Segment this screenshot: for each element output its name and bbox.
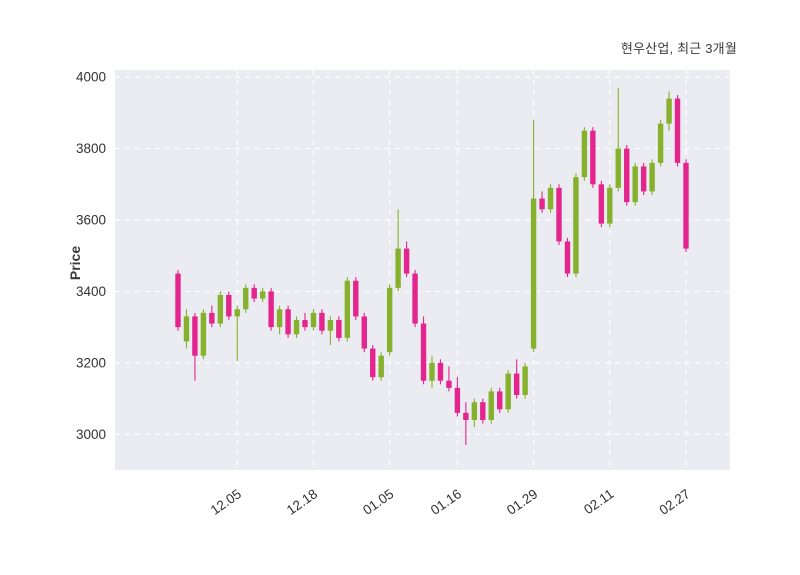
candle-body-up [259, 291, 266, 299]
candle-body-down [454, 387, 461, 413]
y-tick-label: 3000 [76, 427, 106, 442]
candle-body-down [539, 198, 545, 210]
candle-body-up [217, 295, 224, 324]
candle-body-down [412, 273, 418, 324]
candle-body-down [361, 316, 367, 349]
candle-body-up [344, 280, 351, 338]
candle-body-down [640, 166, 647, 192]
candle-body-down [403, 248, 410, 274]
candle-body-down [497, 391, 503, 410]
candle-body-up [573, 177, 579, 274]
candle-body-up [429, 362, 435, 381]
y-tick-label: 4000 [76, 70, 106, 85]
candle-body-up [615, 148, 621, 188]
chart-title: 현우산업, 최근 3개월 [620, 41, 737, 56]
candle-body-down [285, 309, 291, 335]
candle-body-up [327, 320, 334, 331]
candle-body-up [547, 187, 554, 210]
candle-body-up [378, 355, 384, 378]
candle-body-down [598, 184, 605, 224]
y-axis-label: Price [67, 245, 84, 281]
candle-body-up [657, 123, 664, 163]
y-tick-label: 3800 [76, 141, 106, 156]
candle-body-up [293, 320, 300, 335]
candle-body-up [581, 130, 588, 178]
candle-body-down [251, 287, 257, 299]
candle-body-down [209, 312, 215, 324]
candle-body-down [175, 273, 181, 328]
candle-body-up [632, 166, 638, 203]
x-tick-label: 12.05 [208, 486, 244, 518]
candle-body-down [683, 162, 689, 249]
candle-body-down [480, 402, 486, 420]
candle-body-down [624, 148, 630, 203]
candle-body-down [268, 291, 274, 328]
candle-body-up [471, 402, 478, 420]
candle-body-down [420, 323, 427, 381]
candle-body-down [437, 362, 444, 381]
candle-body-up [530, 198, 537, 349]
candle-body-up [276, 309, 283, 328]
candle-body-down [674, 98, 681, 163]
candle-body-up [183, 316, 190, 342]
candle-body-up [200, 312, 207, 356]
x-tick-label: 02.27 [656, 486, 692, 518]
plot-area [115, 70, 730, 470]
candle-body-up [649, 162, 655, 192]
x-tick-label: 12.18 [284, 486, 320, 518]
candle-body-up [310, 312, 317, 328]
y-tick-label: 3200 [76, 355, 106, 370]
candle-body-up [395, 248, 401, 288]
candle-body-down [319, 312, 325, 331]
candle-body-up [607, 187, 613, 224]
x-tick-label: 02.11 [581, 486, 616, 517]
candle-body-up [522, 366, 528, 395]
x-tick-label: 01.29 [504, 486, 540, 518]
candle-body-down [556, 187, 562, 242]
candle-body-down [302, 320, 308, 328]
x-tick-label: 01.05 [360, 486, 396, 518]
candle-body-up [386, 287, 393, 353]
candle-body-up [234, 309, 240, 317]
candle-body-down [513, 373, 520, 395]
candle-body-down [463, 412, 469, 420]
candle-body-down [370, 348, 376, 378]
candle-body-down [226, 295, 232, 317]
candle-body-up [488, 391, 494, 420]
candle-body-down [564, 241, 571, 274]
x-tick-label: 01.16 [428, 486, 464, 518]
y-tick-label: 3400 [76, 284, 106, 299]
candle-body-down [353, 280, 359, 317]
y-tick-label: 3600 [76, 213, 106, 228]
candle-body-up [505, 373, 511, 410]
candle-body-down [446, 380, 452, 388]
candle-body-up [666, 98, 672, 124]
candle-body-up [243, 287, 249, 310]
candle-body-down [192, 316, 198, 356]
candle-body-down [336, 320, 342, 338]
candle-body-down [590, 130, 596, 185]
